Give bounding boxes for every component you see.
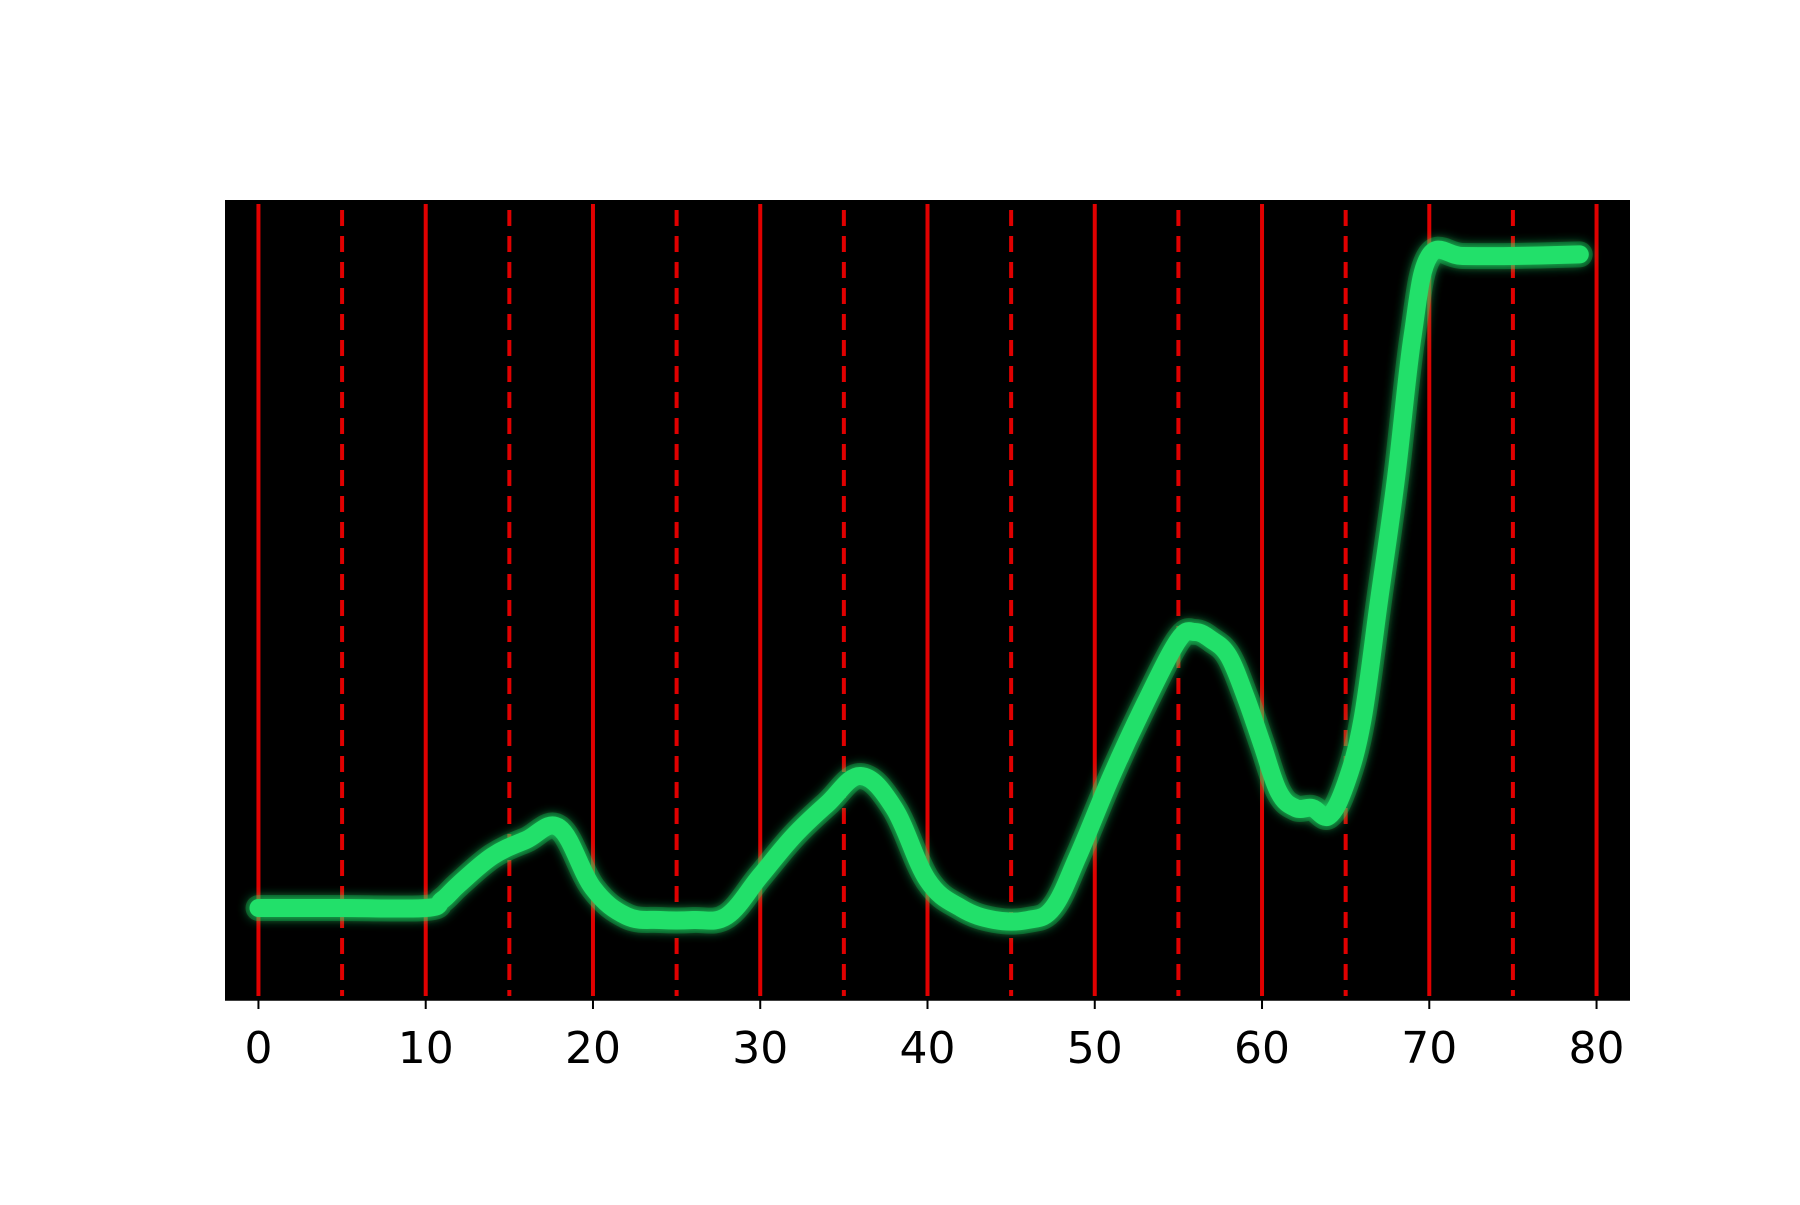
- data-point: [759, 875, 762, 878]
- data-point: [424, 907, 427, 910]
- series-line: [249, 240, 1589, 931]
- data-point: [1194, 631, 1197, 634]
- data-point: [1026, 919, 1029, 922]
- data-point: [341, 907, 344, 910]
- data-point: [1261, 743, 1264, 746]
- x-tick-label: 60: [1234, 1023, 1290, 1074]
- data-point: [926, 879, 929, 882]
- data-point: [1361, 719, 1364, 722]
- data-point: [1344, 783, 1347, 786]
- data-point: [1327, 815, 1330, 818]
- data-point: [525, 839, 528, 842]
- data-point: [826, 803, 829, 806]
- data-point: [441, 899, 444, 902]
- series-layer: [245, 236, 1593, 935]
- x-tick-label: 30: [732, 1023, 788, 1074]
- data-point: [1311, 807, 1314, 810]
- data-point: [458, 883, 461, 886]
- data-point: [1428, 255, 1431, 258]
- data-point: [1378, 599, 1381, 602]
- data-point: [1177, 639, 1180, 642]
- x-tick-label: 40: [900, 1023, 956, 1074]
- data-point: [959, 907, 962, 910]
- data-point: [1511, 255, 1514, 258]
- data-point: [658, 919, 661, 922]
- data-point: [1051, 907, 1054, 910]
- x-tick-label: 50: [1067, 1023, 1123, 1074]
- x-tick-label: 70: [1401, 1023, 1457, 1074]
- data-point: [491, 855, 494, 858]
- data-point: [1461, 255, 1464, 258]
- data-point: [1244, 695, 1247, 698]
- data-point: [1394, 479, 1397, 482]
- data-point: [1210, 639, 1213, 642]
- data-point: [792, 835, 795, 838]
- x-tick-label: 80: [1569, 1023, 1625, 1074]
- data-point: [625, 915, 628, 918]
- data-point: [692, 919, 695, 922]
- data-point: [859, 775, 862, 778]
- data-point: [558, 827, 561, 830]
- x-tick-label: 10: [398, 1023, 454, 1074]
- data-point: [725, 915, 728, 918]
- data-point: [1143, 703, 1146, 706]
- data-point: [1411, 335, 1414, 338]
- x-axis: 0 10 20 30 40 50 60 70 80: [225, 999, 1630, 1074]
- vertical-lines: [256, 204, 1599, 996]
- data-point: [257, 907, 260, 910]
- x-tick-label: 20: [565, 1023, 621, 1074]
- data-point: [993, 919, 996, 922]
- data-point: [1277, 791, 1280, 794]
- data-point: [1227, 655, 1230, 658]
- data-point: [1294, 807, 1297, 810]
- data-point: [591, 887, 594, 890]
- data-point: [1578, 253, 1581, 256]
- data-point: [1077, 855, 1080, 858]
- x-tick-label: 0: [244, 1023, 272, 1074]
- data-point: [1110, 775, 1113, 778]
- data-point: [893, 807, 896, 810]
